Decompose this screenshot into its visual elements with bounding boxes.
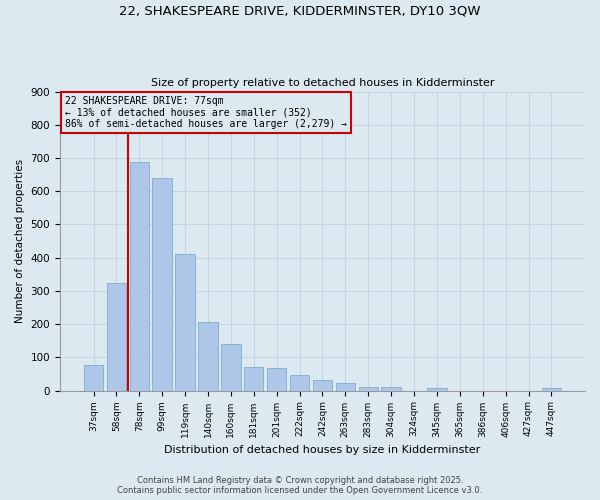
Y-axis label: Number of detached properties: Number of detached properties bbox=[15, 159, 25, 323]
Bar bbox=[313, 380, 332, 390]
Bar bbox=[267, 368, 286, 390]
Text: 22 SHAKESPEARE DRIVE: 77sqm
← 13% of detached houses are smaller (352)
86% of se: 22 SHAKESPEARE DRIVE: 77sqm ← 13% of det… bbox=[65, 96, 347, 129]
Bar bbox=[382, 387, 401, 390]
Bar bbox=[290, 375, 309, 390]
Bar bbox=[542, 388, 561, 390]
Bar bbox=[152, 178, 172, 390]
Bar bbox=[244, 368, 263, 390]
Bar bbox=[198, 322, 218, 390]
Bar bbox=[84, 364, 103, 390]
Bar bbox=[130, 162, 149, 390]
Text: 22, SHAKESPEARE DRIVE, KIDDERMINSTER, DY10 3QW: 22, SHAKESPEARE DRIVE, KIDDERMINSTER, DY… bbox=[119, 5, 481, 18]
X-axis label: Distribution of detached houses by size in Kidderminster: Distribution of detached houses by size … bbox=[164, 445, 481, 455]
Bar bbox=[175, 254, 195, 390]
Bar bbox=[221, 344, 241, 391]
Bar bbox=[335, 384, 355, 390]
Title: Size of property relative to detached houses in Kidderminster: Size of property relative to detached ho… bbox=[151, 78, 494, 88]
Bar bbox=[427, 388, 446, 390]
Text: Contains HM Land Registry data © Crown copyright and database right 2025.
Contai: Contains HM Land Registry data © Crown c… bbox=[118, 476, 482, 495]
Bar bbox=[107, 284, 126, 391]
Bar bbox=[359, 386, 378, 390]
